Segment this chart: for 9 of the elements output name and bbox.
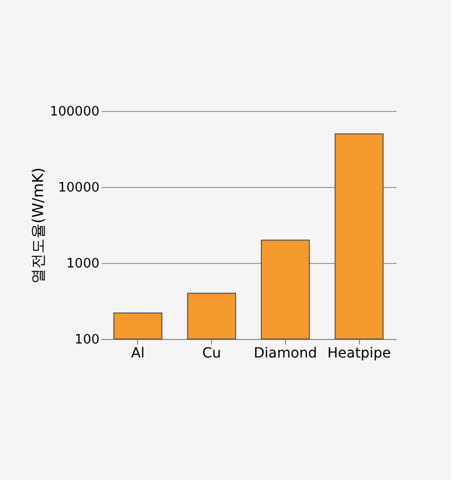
- x-tick-label: Diamond: [254, 346, 317, 362]
- x-tick-label: Al: [131, 346, 145, 362]
- x-tick-label: Cu: [202, 346, 221, 362]
- y-tick-label: 100: [74, 332, 100, 348]
- y-tick-label: 10000: [58, 180, 100, 196]
- x-tick-label: Heatpipe: [327, 346, 391, 362]
- y-tick-label: 1000: [66, 256, 100, 272]
- y-axis-title: 열전도율(W/mK): [28, 167, 47, 284]
- y-tick-label: 100000: [50, 104, 100, 120]
